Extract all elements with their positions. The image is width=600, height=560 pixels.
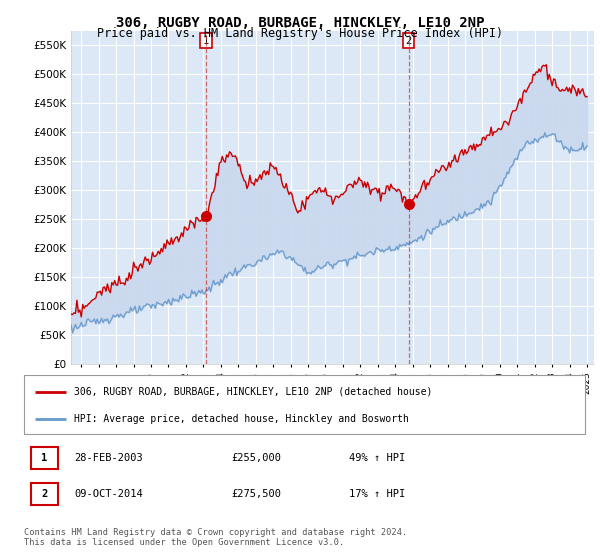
- FancyBboxPatch shape: [31, 483, 58, 505]
- Text: £255,000: £255,000: [232, 453, 281, 463]
- Text: 2: 2: [41, 489, 47, 499]
- Text: 1: 1: [41, 453, 47, 463]
- Text: 1: 1: [203, 36, 209, 46]
- Text: Price paid vs. HM Land Registry's House Price Index (HPI): Price paid vs. HM Land Registry's House …: [97, 27, 503, 40]
- FancyBboxPatch shape: [24, 375, 585, 434]
- Text: 306, RUGBY ROAD, BURBAGE, HINCKLEY, LE10 2NP: 306, RUGBY ROAD, BURBAGE, HINCKLEY, LE10…: [116, 16, 484, 30]
- Text: 28-FEB-2003: 28-FEB-2003: [74, 453, 143, 463]
- Text: £275,500: £275,500: [232, 489, 281, 499]
- Text: 2: 2: [406, 36, 412, 46]
- Text: HPI: Average price, detached house, Hinckley and Bosworth: HPI: Average price, detached house, Hinc…: [74, 414, 409, 424]
- Text: 49% ↑ HPI: 49% ↑ HPI: [349, 453, 406, 463]
- Text: 17% ↑ HPI: 17% ↑ HPI: [349, 489, 406, 499]
- FancyBboxPatch shape: [31, 447, 58, 469]
- Text: 09-OCT-2014: 09-OCT-2014: [74, 489, 143, 499]
- Text: 306, RUGBY ROAD, BURBAGE, HINCKLEY, LE10 2NP (detached house): 306, RUGBY ROAD, BURBAGE, HINCKLEY, LE10…: [74, 386, 433, 396]
- Text: Contains HM Land Registry data © Crown copyright and database right 2024.
This d: Contains HM Land Registry data © Crown c…: [24, 528, 407, 547]
